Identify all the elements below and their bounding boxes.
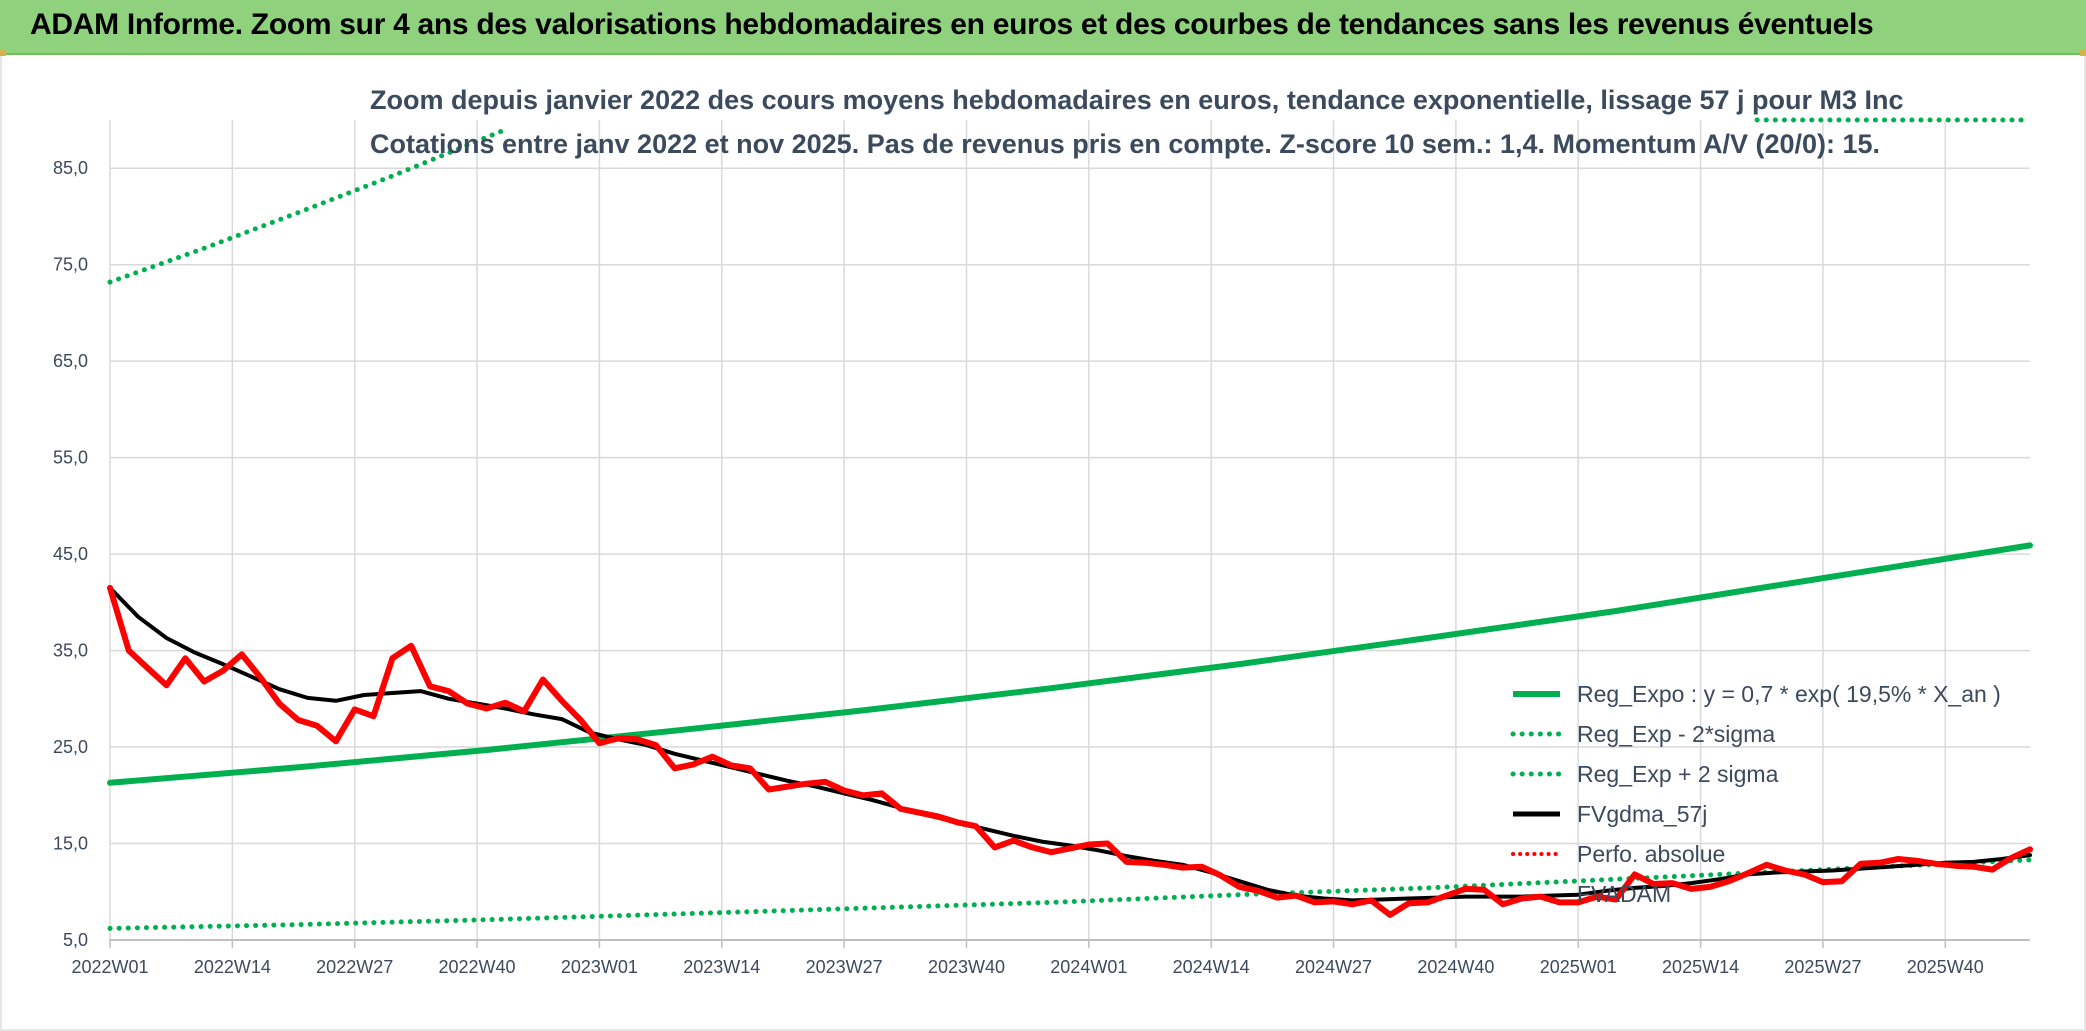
y-tick-label: 15,0: [53, 834, 88, 854]
x-tick-label: 2023W27: [806, 957, 883, 977]
legend-label-fvgdma: FVgdma_57j: [1577, 801, 1707, 827]
y-tick-label: 25,0: [53, 737, 88, 757]
y-tick-label: 75,0: [53, 255, 88, 275]
report-banner: ADAM Informe. Zoom sur 4 ans des valoris…: [0, 0, 2086, 55]
x-tick-label: 2022W14: [194, 957, 271, 977]
x-tick-label: 2024W01: [1050, 957, 1127, 977]
gridlines: [109, 120, 2030, 941]
x-tick-label: 2025W14: [1662, 957, 1739, 977]
series-reg-exp-plus-2-sigma: [107, 127, 508, 285]
x-tick-label: 2022W01: [71, 957, 148, 977]
y-tick-label: 35,0: [53, 641, 88, 661]
x-tick-label: 2023W14: [683, 957, 760, 977]
banner-corner-right: [2080, 50, 2086, 56]
legend-label-reg-exp-plus: Reg_Exp + 2 sigma: [1577, 761, 1779, 787]
y-tick-label: 45,0: [53, 544, 88, 564]
chart-legend: Reg_Expo : y = 0,7 * exp( 19,5% * X_an )…: [1510, 681, 2001, 907]
legend-label-reg-expo: Reg_Expo : y = 0,7 * exp( 19,5% * X_an ): [1577, 681, 2001, 707]
chart-title-line-2: Cotations entre janv 2022 et nov 2025. P…: [370, 129, 1880, 159]
x-tick-label: 2024W27: [1295, 957, 1372, 977]
x-tick-label: 2023W40: [928, 957, 1005, 977]
series-perfo-absolue: [107, 584, 2033, 918]
series-reg-expo: [107, 542, 2033, 786]
x-tick-label: 2022W40: [439, 957, 516, 977]
x-tick-label: 2025W27: [1784, 957, 1861, 977]
y-tick-label: 5,0: [63, 930, 88, 950]
banner-corner-left: [0, 50, 6, 56]
x-tick-label: 2025W40: [1907, 957, 1984, 977]
x-tick-label: 2025W01: [1540, 957, 1617, 977]
x-tick-label: 2024W40: [1417, 957, 1494, 977]
x-tick-label: 2024W14: [1173, 957, 1250, 977]
series-lines: [107, 117, 2033, 931]
y-tick-label: 55,0: [53, 448, 88, 468]
report-title: ADAM Informe. Zoom sur 4 ans des valoris…: [30, 8, 1874, 41]
chart-title-line-1: Zoom depuis janvier 2022 des cours moyen…: [370, 85, 1904, 115]
x-tick-label: 2022W27: [316, 957, 393, 977]
legend-label-reg-exp-minus: Reg_Exp - 2*sigma: [1577, 721, 1775, 747]
y-tick-label: 65,0: [53, 351, 88, 371]
series-reg-exp-minus-2-sigma: [107, 857, 2033, 931]
legend-label-fvadam: FVADAM: [1577, 881, 1671, 907]
y-tick-label: 85,0: [53, 158, 88, 178]
axes: 5,0 15,0 25,0 35,0 45,0 55,0 65,0 75,0 85,0 2022W…: [53, 158, 2030, 977]
legend-label-perfo-absolue: Perfo. absolue: [1577, 841, 1725, 867]
x-tick-label: 2023W01: [561, 957, 638, 977]
